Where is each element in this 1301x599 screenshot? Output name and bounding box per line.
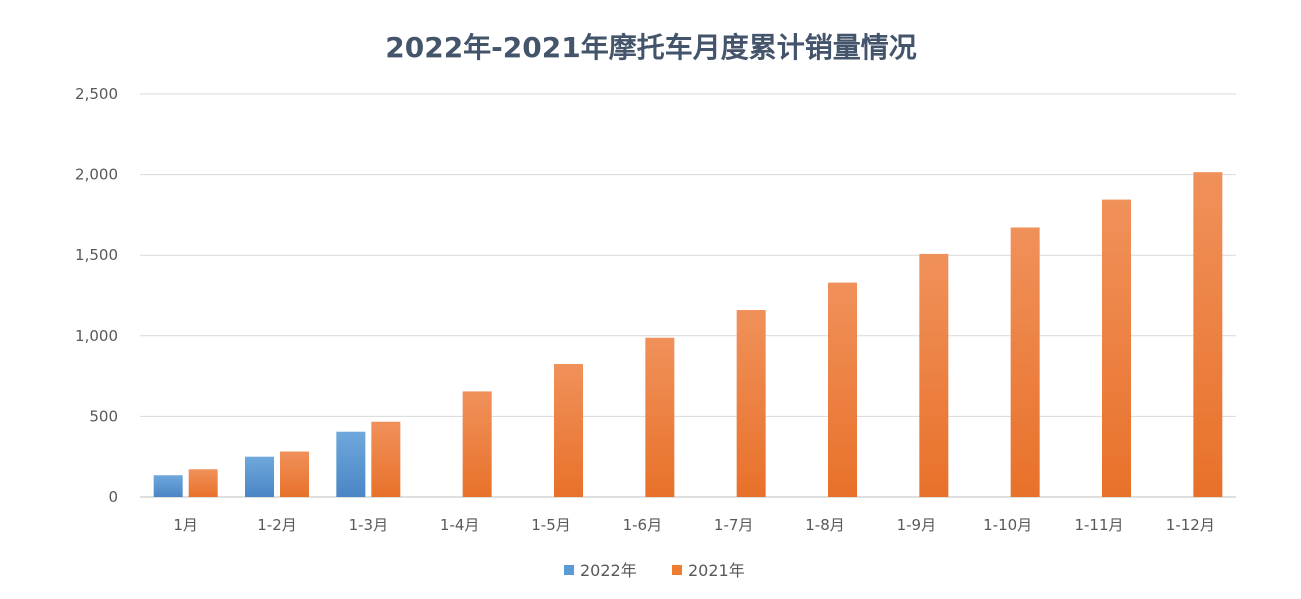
legend: 2022年 2021年 — [564, 561, 745, 580]
bar-series-2021 — [462, 391, 492, 497]
bar-series-2021 — [554, 364, 583, 497]
x-category-label: 1月 — [173, 516, 198, 534]
gridlines — [140, 93, 1236, 498]
x-category-label: 1-5月 — [531, 516, 571, 534]
y-tick-label: 1,500 — [75, 246, 118, 264]
y-axis-ticks: 0 500 1,000 1,500 2,000 2,500 — [75, 85, 118, 506]
bar-series-2022 — [245, 456, 274, 497]
bar-series-2021 — [736, 310, 766, 497]
x-category-label: 1-4月 — [440, 516, 480, 534]
bar-series-2021 — [1010, 227, 1040, 497]
x-category-label: 1-6月 — [623, 516, 663, 534]
x-category-label: 1-11月 — [1074, 516, 1123, 534]
bars — [153, 172, 1223, 497]
legend-label: 2021年 — [688, 561, 745, 580]
y-tick-label: 2,000 — [75, 166, 118, 184]
bar-series-2022 — [336, 431, 366, 497]
x-category-label: 1-10月 — [983, 516, 1032, 534]
legend-swatch — [672, 565, 682, 575]
legend-label: 2022年 — [580, 561, 637, 580]
bar-series-2021 — [1193, 172, 1223, 497]
x-category-label: 1-2月 — [257, 516, 297, 534]
legend-swatch — [564, 565, 574, 575]
x-category-label: 1-7月 — [714, 516, 754, 534]
bar-series-2021 — [645, 337, 675, 497]
bar-series-2021 — [919, 253, 949, 497]
y-tick-label: 500 — [89, 407, 118, 425]
y-tick-label: 1,000 — [75, 327, 118, 345]
x-category-label: 1-8月 — [805, 516, 845, 534]
x-category-label: 1-3月 — [349, 516, 389, 534]
bar-series-2021 — [188, 469, 218, 497]
bar-series-2021 — [280, 451, 309, 497]
bar-series-2021 — [371, 421, 401, 497]
y-tick-label: 2,500 — [75, 85, 118, 103]
bar-series-2021 — [828, 282, 857, 497]
bar-series-2021 — [1102, 199, 1131, 497]
x-category-label: 1-9月 — [897, 516, 937, 534]
y-tick-label: 0 — [108, 488, 118, 506]
chart-title: 2022年-2021年摩托车月度累计销量情况 — [385, 31, 916, 64]
bar-series-2022 — [153, 475, 183, 497]
x-category-label: 1-12月 — [1166, 516, 1215, 534]
x-axis-categories: 1月 1-2月 1-3月 1-4月 1-5月 1-6月 1-7月 1-8月 1-9月 1-10月 1… — [173, 516, 1214, 534]
